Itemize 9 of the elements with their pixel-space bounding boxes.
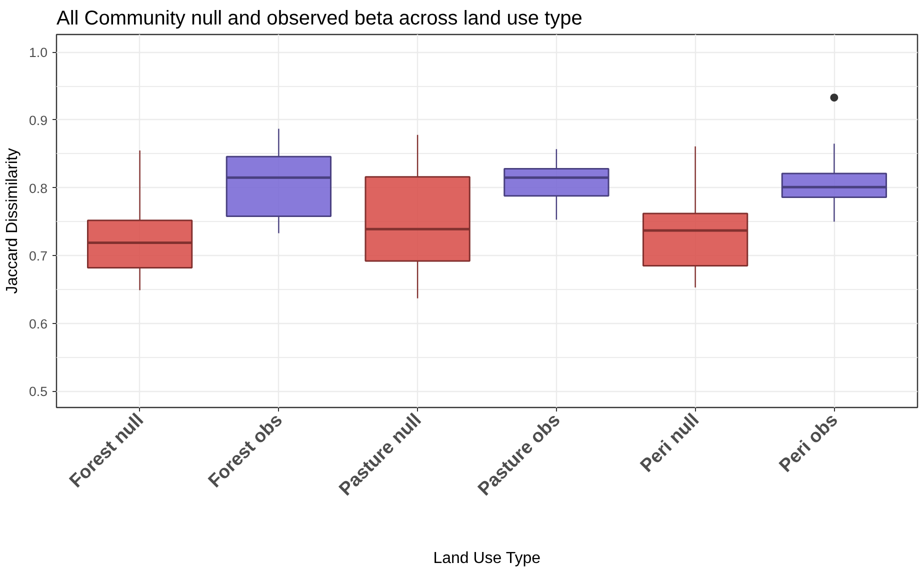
x-axis-title: Land Use Type bbox=[433, 550, 541, 567]
y-tick-label: 0.9 bbox=[28, 112, 48, 128]
chart-title: All Community null and observed beta across land use type bbox=[56, 8, 582, 30]
y-tick-label: 0.6 bbox=[28, 316, 48, 332]
y-tick-label: 1.0 bbox=[28, 45, 48, 60]
y-tick-label: 0.5 bbox=[28, 384, 48, 400]
y-axis-title: Jaccard Dissimilarity bbox=[4, 148, 21, 294]
y-tick-label: 0.7 bbox=[28, 248, 48, 264]
y-tick-label: 0.8 bbox=[28, 180, 48, 196]
